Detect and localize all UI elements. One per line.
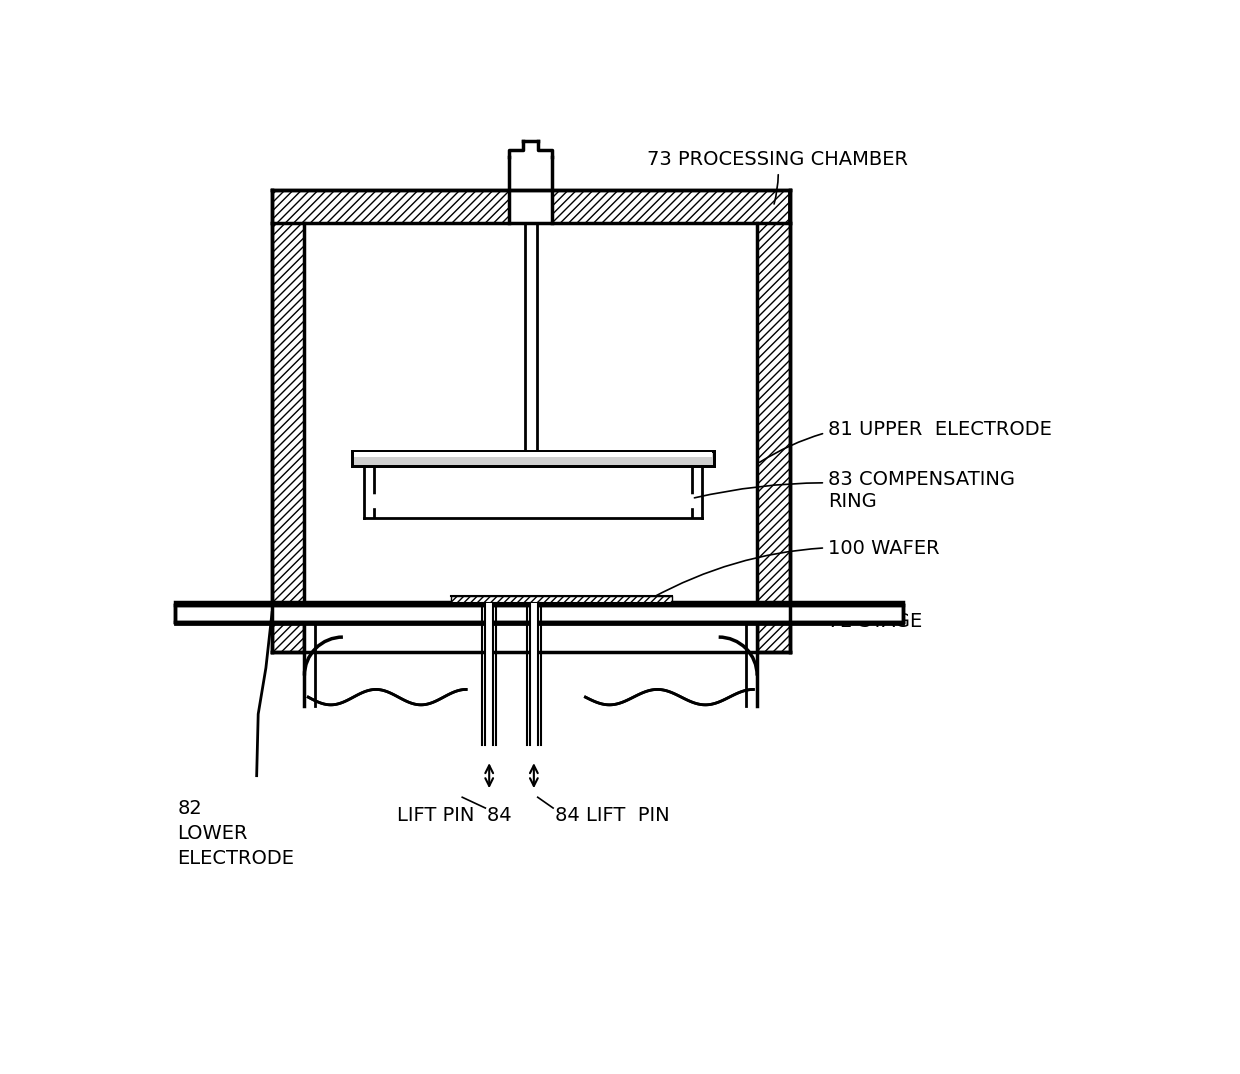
Text: 82
LOWER
ELECTRODE: 82 LOWER ELECTRODE bbox=[177, 799, 294, 868]
Bar bbox=[537, 222, 552, 451]
Bar bbox=[529, 604, 538, 745]
Text: 81 UPPER  ELECTRODE: 81 UPPER ELECTRODE bbox=[760, 420, 1052, 462]
Bar bbox=[352, 451, 714, 466]
Bar bbox=[305, 622, 756, 707]
Text: 73 PROCESSING CHAMBER: 73 PROCESSING CHAMBER bbox=[647, 150, 908, 204]
Text: 83 COMPENSATING
RING: 83 COMPENSATING RING bbox=[694, 470, 1016, 511]
Bar bbox=[450, 595, 672, 604]
Text: 84 LIFT  PIN: 84 LIFT PIN bbox=[556, 807, 670, 826]
Bar bbox=[272, 190, 790, 222]
Text: 100 WAFER: 100 WAFER bbox=[652, 539, 940, 598]
Bar bbox=[510, 222, 525, 451]
Bar bbox=[758, 222, 790, 653]
Bar bbox=[353, 452, 713, 456]
Bar bbox=[510, 190, 552, 222]
Bar bbox=[304, 222, 758, 653]
Bar bbox=[374, 466, 692, 518]
Bar bbox=[175, 605, 904, 622]
Text: LIFT PIN  84: LIFT PIN 84 bbox=[397, 807, 511, 826]
Text: 72 STAGE: 72 STAGE bbox=[828, 612, 923, 632]
Bar bbox=[272, 222, 304, 653]
Bar bbox=[305, 709, 756, 726]
Bar bbox=[485, 604, 494, 745]
